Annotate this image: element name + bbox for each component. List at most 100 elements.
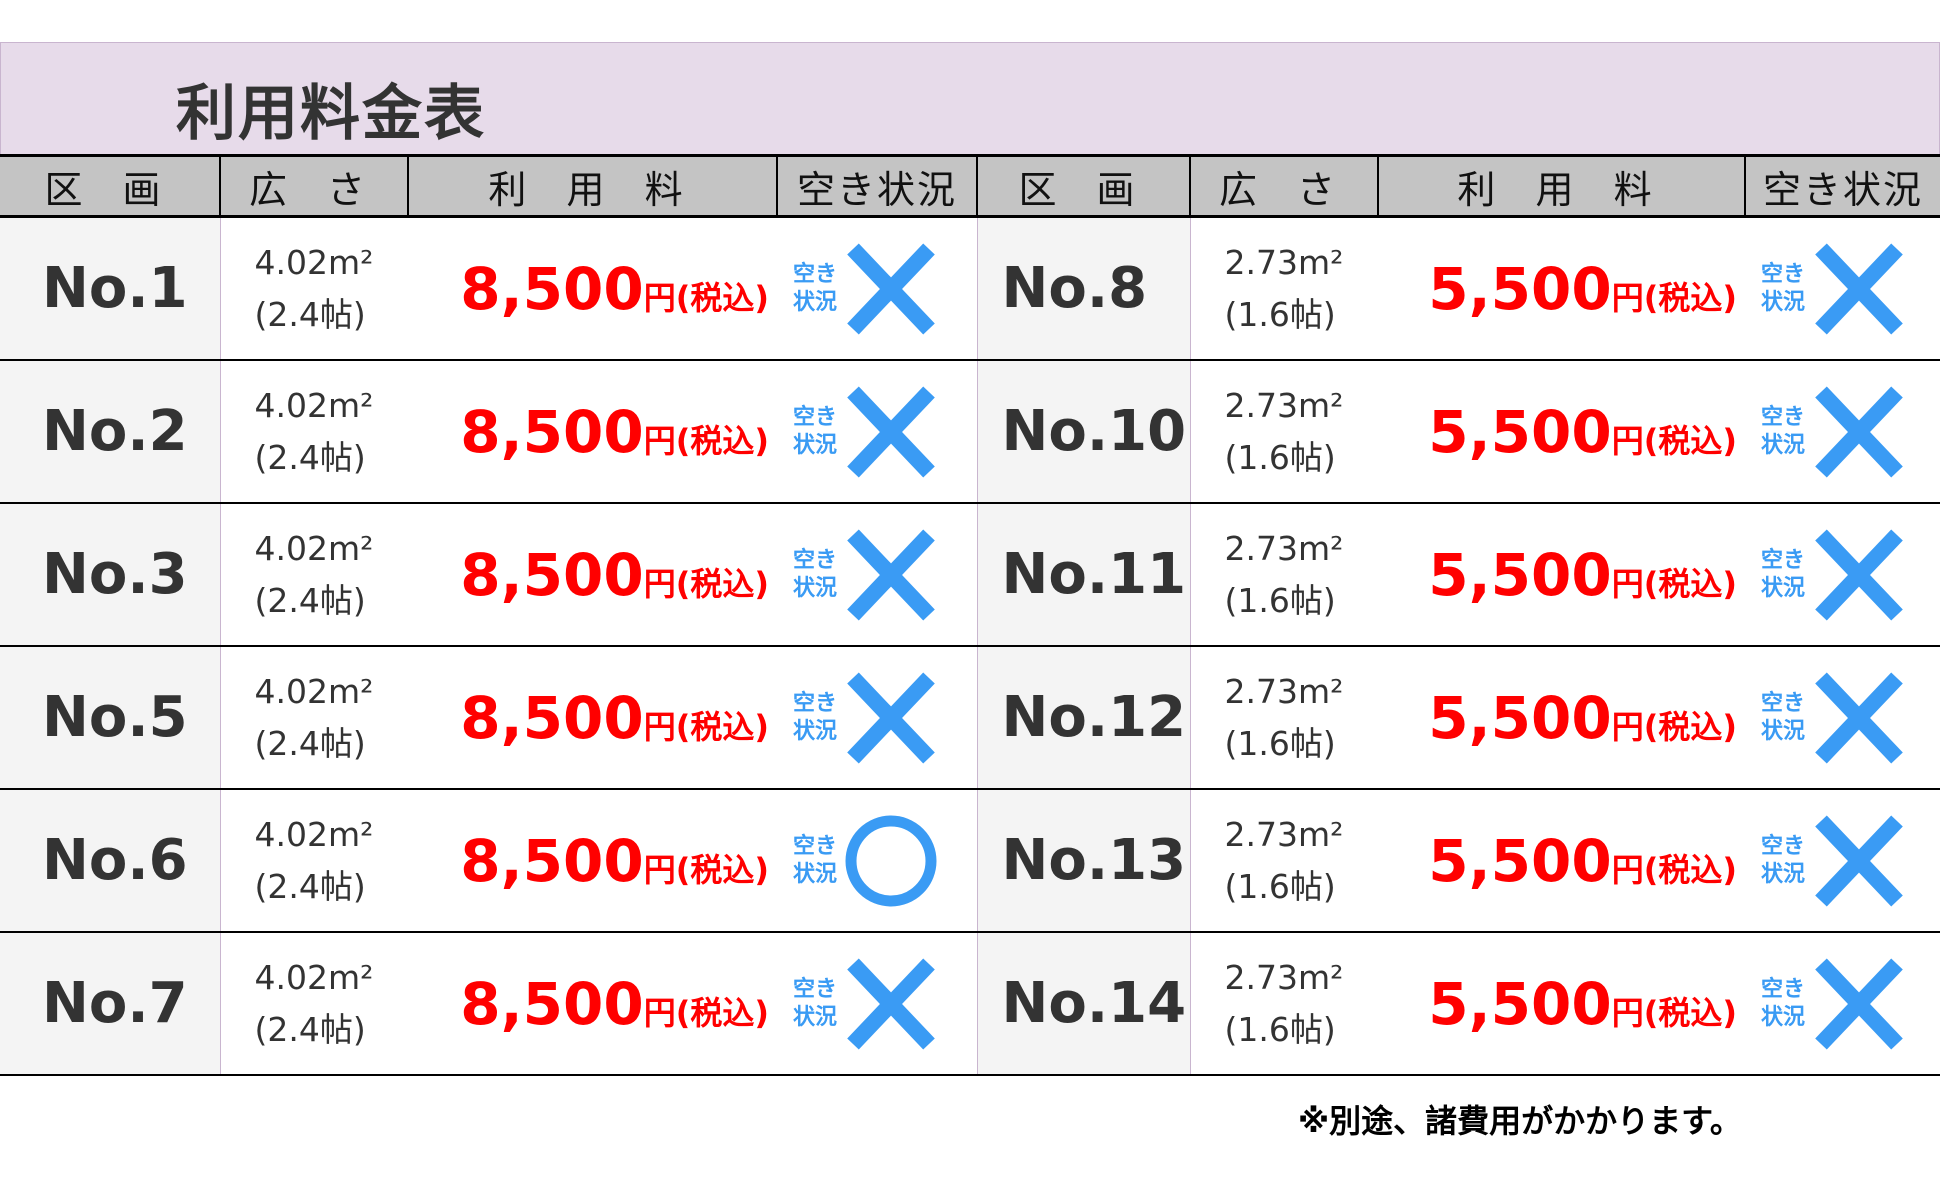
area-sqm: 2.73m² xyxy=(1224,242,1344,282)
area-sqm: 4.02m² xyxy=(254,528,374,568)
price-unit: 円(税込) xyxy=(643,850,769,889)
table-row: No.1 4.02m² (2.4帖) 8,500円(税込) 空き 状況 No.8 2.… xyxy=(0,216,1940,361)
table-row: No.3 4.02m² (2.4帖) 8,500円(税込) 空き 状況 No.11 2… xyxy=(0,503,1940,647)
price-unit: 円(税込) xyxy=(643,707,769,746)
section-number: No.6 xyxy=(0,789,221,933)
header-section: 区 画 xyxy=(976,154,1190,218)
area-sqm: 2.73m² xyxy=(1224,528,1344,568)
area-sqm: 4.02m² xyxy=(254,957,374,997)
section-number: No.8 xyxy=(976,216,1191,361)
price-cell: 5,500円(税込) xyxy=(1378,932,1745,1076)
area-tatami: (2.4帖) xyxy=(254,437,366,477)
availability-label: 空き 状況 xyxy=(1755,690,1811,746)
cross-icon xyxy=(1811,527,1907,623)
table-row: No.2 4.02m² (2.4帖) 8,500円(税込) 空き 状況 No.10 2… xyxy=(0,360,1940,504)
area-tatami: (2.4帖) xyxy=(254,1009,366,1049)
cross-icon xyxy=(1811,384,1907,480)
area-cell: 4.02m² (2.4帖) xyxy=(220,932,408,1076)
availability-label-line: 空き xyxy=(792,261,837,287)
area-tatami: (1.6帖) xyxy=(1224,437,1336,477)
availability-label-line: 空き xyxy=(792,976,837,1002)
area-cell: 2.73m² (1.6帖) xyxy=(1190,932,1378,1076)
section-number: No.12 xyxy=(976,646,1191,790)
availability-cell: 空き 状況 xyxy=(777,646,977,790)
cross-icon xyxy=(843,956,939,1052)
availability-label: 空き 状況 xyxy=(787,833,843,889)
area-tatami: (1.6帖) xyxy=(1224,866,1336,906)
area-tatami: (2.4帖) xyxy=(254,723,366,763)
area-cell: 2.73m² (1.6帖) xyxy=(1190,360,1378,504)
availability-label: 空き 状況 xyxy=(787,690,843,746)
price-cell: 5,500円(税込) xyxy=(1378,360,1745,504)
availability-label-line: 空き xyxy=(1760,404,1805,430)
availability-label: 空き 状況 xyxy=(1755,404,1811,460)
availability-label: 空き 状況 xyxy=(1755,833,1811,889)
price-cell: 8,500円(税込) xyxy=(408,646,777,790)
area-sqm: 2.73m² xyxy=(1224,957,1344,997)
availability-cell: 空き 状況 xyxy=(1745,646,1940,790)
price-unit: 円(税込) xyxy=(1611,421,1737,460)
section-number: No.7 xyxy=(0,932,221,1076)
availability-cell: 空き 状況 xyxy=(777,360,977,504)
footnote: ※別途、諸費用がかかります。 xyxy=(1298,1102,1742,1140)
area-cell: 4.02m² (2.4帖) xyxy=(220,503,408,647)
header-section: 区 画 xyxy=(0,154,220,218)
availability-label-line: 空き xyxy=(792,547,837,573)
section-number: No.3 xyxy=(0,503,221,647)
availability-cell: 空き 状況 xyxy=(777,216,977,361)
area-tatami: (1.6帖) xyxy=(1224,723,1336,763)
availability-label: 空き 状況 xyxy=(787,404,843,460)
page-title: 利用料金表 xyxy=(176,79,486,149)
availability-label: 空き 状況 xyxy=(1755,261,1811,317)
price-amount: 8,500 xyxy=(460,683,644,752)
price-unit: 円(税込) xyxy=(643,564,769,603)
section-number: No.10 xyxy=(976,360,1191,504)
price-amount: 8,500 xyxy=(460,397,644,466)
area-tatami: (2.4帖) xyxy=(254,580,366,620)
area-cell: 2.73m² (1.6帖) xyxy=(1190,789,1378,933)
availability-cell: 空き 状況 xyxy=(1745,360,1940,504)
availability-label: 空き 状況 xyxy=(1755,547,1811,603)
availability-label-line: 空き xyxy=(1760,833,1805,859)
price-amount: 5,500 xyxy=(1428,254,1612,323)
area-sqm: 4.02m² xyxy=(254,814,374,854)
header-availability: 空き状況 xyxy=(776,154,977,218)
title-band: 利用料金表 xyxy=(0,42,1940,155)
price-table: 区 画 広 さ 利 用 料 空き状況 区 画 広 さ 利 用 料 空き状況 No… xyxy=(0,154,1940,1076)
availability-label-line: 状況 xyxy=(792,575,837,601)
availability-label-line: 状況 xyxy=(792,861,837,887)
availability-label-line: 空き xyxy=(792,833,837,859)
price-unit: 円(税込) xyxy=(1611,850,1737,889)
availability-label-line: 状況 xyxy=(1760,1004,1805,1030)
area-sqm: 4.02m² xyxy=(254,385,374,425)
area-sqm: 2.73m² xyxy=(1224,385,1344,425)
section-number: No.14 xyxy=(976,932,1191,1076)
price-amount: 5,500 xyxy=(1428,683,1612,752)
availability-label-line: 空き xyxy=(792,690,837,716)
cross-icon xyxy=(1811,813,1907,909)
availability-label: 空き 状況 xyxy=(787,976,843,1032)
area-tatami: (2.4帖) xyxy=(254,866,366,906)
availability-cell: 空き 状況 xyxy=(777,503,977,647)
price-amount: 8,500 xyxy=(460,969,644,1038)
availability-label-line: 状況 xyxy=(1760,575,1805,601)
area-tatami: (1.6帖) xyxy=(1224,580,1336,620)
availability-label-line: 状況 xyxy=(792,718,837,744)
price-cell: 5,500円(税込) xyxy=(1378,789,1745,933)
availability-cell: 空き 状況 xyxy=(1745,932,1940,1076)
availability-label-line: 空き xyxy=(792,404,837,430)
price-cell: 8,500円(税込) xyxy=(408,216,777,361)
area-tatami: (1.6帖) xyxy=(1224,1009,1336,1049)
availability-label-line: 状況 xyxy=(1760,432,1805,458)
availability-label-line: 状況 xyxy=(1760,289,1805,315)
table-row: No.7 4.02m² (2.4帖) 8,500円(税込) 空き 状況 No.14 2… xyxy=(0,932,1940,1076)
availability-label-line: 状況 xyxy=(1760,718,1805,744)
price-amount: 8,500 xyxy=(460,826,644,895)
header-area: 広 さ xyxy=(219,154,408,218)
price-unit: 円(税込) xyxy=(1611,278,1737,317)
availability-cell: 空き 状況 xyxy=(1745,789,1940,933)
area-sqm: 4.02m² xyxy=(254,242,374,282)
area-cell: 2.73m² (1.6帖) xyxy=(1190,216,1378,361)
availability-cell: 空き 状況 xyxy=(777,932,977,1076)
price-amount: 8,500 xyxy=(460,254,644,323)
